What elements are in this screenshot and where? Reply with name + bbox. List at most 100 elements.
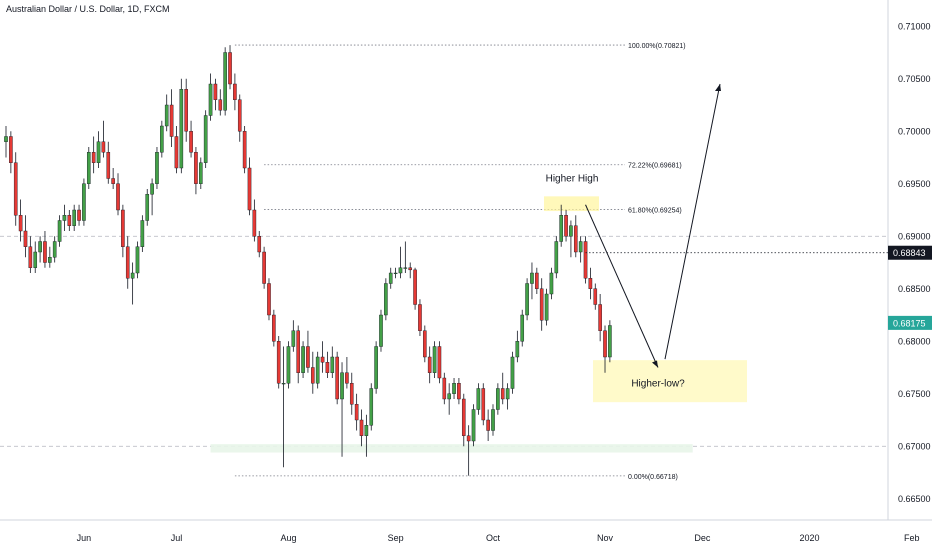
bearish-candle (306, 346, 310, 368)
bullish-candle (281, 383, 286, 385)
annotation-higher-low: Higher-low? (631, 378, 685, 389)
bearish-candle (67, 215, 72, 226)
bullish-candle (33, 251, 38, 268)
y-tick-label: 0.66500 (898, 494, 931, 504)
bearish-candle (116, 183, 120, 211)
bullish-candle (520, 314, 525, 342)
bearish-candle (423, 330, 427, 358)
bullish-candle (96, 141, 101, 163)
x-tick-label: Jul (171, 533, 183, 543)
bullish-candle (62, 215, 67, 221)
chart-title: Australian Dollar / U.S. Dollar, 1D, FXC… (6, 4, 170, 14)
bearish-candle (413, 269, 417, 305)
y-tick-label: 0.67500 (898, 389, 931, 399)
bearish-candle (539, 288, 544, 321)
bullish-candle (388, 272, 393, 284)
bearish-candle (408, 267, 413, 271)
bearish-candle (257, 236, 262, 253)
x-tick-label: Jun (77, 533, 92, 543)
bearish-candle (481, 388, 486, 421)
price-label-text: 0.68175 (893, 318, 926, 328)
bullish-candle (208, 83, 213, 116)
y-tick-label: 0.70000 (898, 126, 931, 136)
bullish-candle (48, 257, 52, 263)
price-label-text: 0.68843 (893, 248, 926, 258)
bearish-candle (101, 141, 106, 153)
bearish-candle (500, 388, 505, 400)
bullish-candle (38, 241, 42, 253)
bullish-candle (330, 356, 335, 373)
bullish-candle (559, 215, 563, 242)
bearish-candle (598, 304, 602, 331)
bullish-candle (374, 346, 378, 389)
bullish-candle (515, 341, 520, 358)
y-tick-label: 0.70500 (898, 74, 931, 84)
y-tick-label: 0.69500 (898, 179, 931, 189)
bullish-candle (340, 372, 344, 400)
price-label-badge (888, 315, 932, 330)
bearish-candle (125, 246, 130, 279)
higher-high-zone (544, 196, 599, 212)
bullish-candle (530, 272, 534, 284)
fib-level-label: 0.00%(0.66718) (628, 474, 678, 481)
bearish-candle (121, 209, 125, 247)
y-tick-label: 0.68000 (898, 336, 931, 346)
bearish-candle (106, 152, 111, 179)
bullish-candle (476, 388, 481, 410)
bearish-candle (320, 356, 325, 363)
bearish-candle (237, 99, 242, 132)
x-tick-label: Feb (904, 533, 920, 543)
bearish-candle (466, 435, 471, 442)
bullish-candle (130, 272, 135, 279)
bullish-candle (505, 388, 510, 400)
bearish-candle (267, 283, 271, 316)
bullish-candle (223, 52, 227, 111)
x-tick-label: Nov (597, 533, 614, 543)
bearish-candle (573, 225, 578, 253)
bullish-candle (52, 241, 57, 258)
bearish-candle (603, 330, 607, 358)
bullish-candle (544, 293, 549, 321)
bullish-candle (496, 388, 500, 410)
bullish-candle (4, 136, 8, 142)
bearish-candle (189, 131, 193, 153)
support-zone (210, 444, 693, 453)
bullish-candle (203, 115, 208, 163)
bearish-candle (18, 215, 23, 232)
bearish-candle (91, 152, 96, 163)
price-label-badge (888, 245, 932, 260)
bearish-candle (335, 356, 339, 400)
y-tick-label: 0.71000 (898, 21, 931, 31)
bearish-candle (272, 314, 276, 342)
bullish-candle (86, 152, 91, 184)
bearish-candle (354, 404, 359, 421)
bullish-candle (291, 330, 296, 347)
bearish-candle (77, 209, 81, 221)
bullish-candle (82, 183, 86, 221)
bullish-candle (578, 241, 583, 253)
bullish-candle (379, 314, 383, 347)
bearish-candle (247, 167, 252, 211)
projection-arrow-up (664, 83, 721, 360)
x-tick-label: 2020 (800, 533, 820, 543)
bearish-candle (43, 241, 47, 263)
bullish-candle (554, 241, 559, 274)
x-tick-label: Sep (388, 533, 404, 543)
bearish-candle (9, 136, 13, 163)
bullish-candle (315, 356, 320, 384)
bullish-candle (384, 283, 388, 316)
bearish-candle (437, 346, 442, 379)
bullish-candle (145, 194, 150, 221)
bullish-candle (525, 283, 529, 316)
bullish-candle (301, 346, 305, 373)
bearish-candle (311, 367, 315, 384)
bullish-candle (432, 346, 437, 373)
y-tick-label: 0.67000 (898, 441, 931, 451)
x-tick-label: Aug (280, 533, 296, 543)
bullish-candle (155, 152, 159, 184)
bearish-candle (194, 152, 198, 184)
projection-arrow-down (585, 204, 659, 368)
bullish-candle (179, 89, 184, 169)
x-tick-label: Dec (694, 533, 711, 543)
